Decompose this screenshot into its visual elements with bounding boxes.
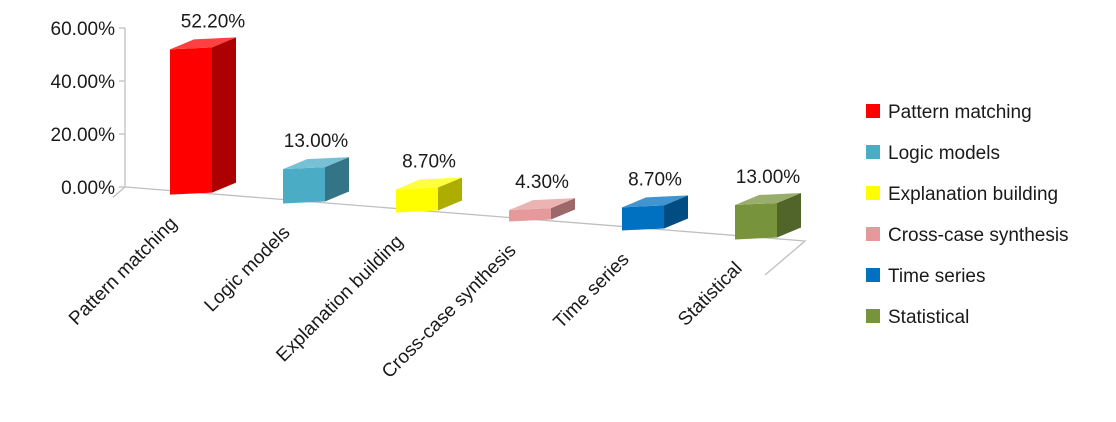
- legend-swatch: [866, 104, 880, 118]
- bar-side-face: [664, 195, 688, 229]
- legend-item-pattern-matching: Pattern matching: [866, 102, 1032, 123]
- bar-logic-models: [283, 157, 349, 204]
- bar-top-face: [283, 157, 349, 170]
- legend-item-time-series: Time series: [866, 266, 985, 287]
- bar-front-face: [509, 208, 551, 222]
- bar-top-face: [509, 198, 575, 211]
- bar-statistical: [735, 192, 801, 240]
- legend-swatch: [866, 268, 880, 282]
- bar-side-face: [777, 192, 801, 238]
- data-label: 13.00%: [284, 131, 349, 152]
- data-label: 13.00%: [736, 167, 801, 188]
- bar-front-face: [283, 167, 325, 204]
- legend-swatch: [866, 309, 880, 323]
- bar-side-face: [325, 157, 349, 202]
- data-label: 8.70%: [628, 169, 682, 190]
- legend-item-logic-models: Logic models: [866, 143, 1000, 164]
- chart-bars: [170, 37, 801, 240]
- y-tick-label: 0.00%: [61, 178, 115, 199]
- bar-top-face: [735, 192, 801, 205]
- x-tick-label: Cross-case synthesis: [378, 240, 521, 383]
- bar-front-face: [396, 187, 438, 213]
- legend-swatch: [866, 145, 880, 159]
- chart-floor: [112, 186, 807, 276]
- bar-front-face: [735, 202, 777, 240]
- bar-explanation-building: [396, 177, 462, 213]
- chart-axes: [112, 27, 807, 276]
- legend-label: Pattern matching: [888, 102, 1032, 123]
- legend-swatch: [866, 227, 880, 241]
- legend-swatch: [866, 186, 880, 200]
- legend-label: Cross-case synthesis: [888, 225, 1069, 246]
- bar-side-face: [551, 198, 575, 220]
- chart-data-labels: 52.20% 13.00% 8.70% 4.30% 8.70% 13.00%: [181, 11, 801, 193]
- legend-item-cross-case-synthesis: Cross-case synthesis: [866, 225, 1069, 246]
- legend-label: Explanation building: [888, 184, 1058, 205]
- x-tick-label: Time series: [550, 249, 634, 333]
- bar-side-face: [438, 177, 462, 211]
- x-tick-label: Statistical: [674, 258, 746, 330]
- legend-item-statistical: Statistical: [866, 307, 969, 328]
- legend-label: Logic models: [888, 143, 1000, 164]
- bar-front-face: [170, 47, 212, 195]
- bar-side-face: [212, 37, 236, 193]
- bar-front-face: [622, 205, 664, 231]
- bar-pattern-matching: [170, 37, 236, 195]
- data-label: 8.70%: [402, 151, 456, 172]
- x-tick-label: Pattern matching: [65, 213, 181, 329]
- x-tick-label: Explanation building: [272, 231, 407, 366]
- chart-legend: Pattern matching Logic models Explanation …: [866, 102, 1069, 328]
- bar-cross-case-synthesis: [509, 198, 575, 222]
- chart-y-tick-labels: 0.00% 20.00% 40.00% 60.00%: [51, 19, 116, 199]
- bar-time-series: [622, 195, 688, 231]
- x-tick-label: Logic models: [201, 222, 295, 316]
- bar-top-face: [170, 37, 236, 50]
- chart-x-tick-labels: Pattern matching Logic modelsExplanation …: [65, 213, 746, 382]
- legend-label: Time series: [888, 266, 985, 287]
- y-tick-label: 40.00%: [51, 72, 116, 93]
- y-tick-label: 20.00%: [51, 125, 116, 146]
- legend-item-explanation-building: Explanation building: [866, 184, 1058, 205]
- data-label: 4.30%: [515, 172, 569, 193]
- bar-top-face: [396, 177, 462, 190]
- data-label: 52.20%: [181, 11, 246, 32]
- legend-label: Statistical: [888, 307, 969, 328]
- bar-top-face: [622, 195, 688, 208]
- y-tick-label: 60.00%: [51, 19, 116, 40]
